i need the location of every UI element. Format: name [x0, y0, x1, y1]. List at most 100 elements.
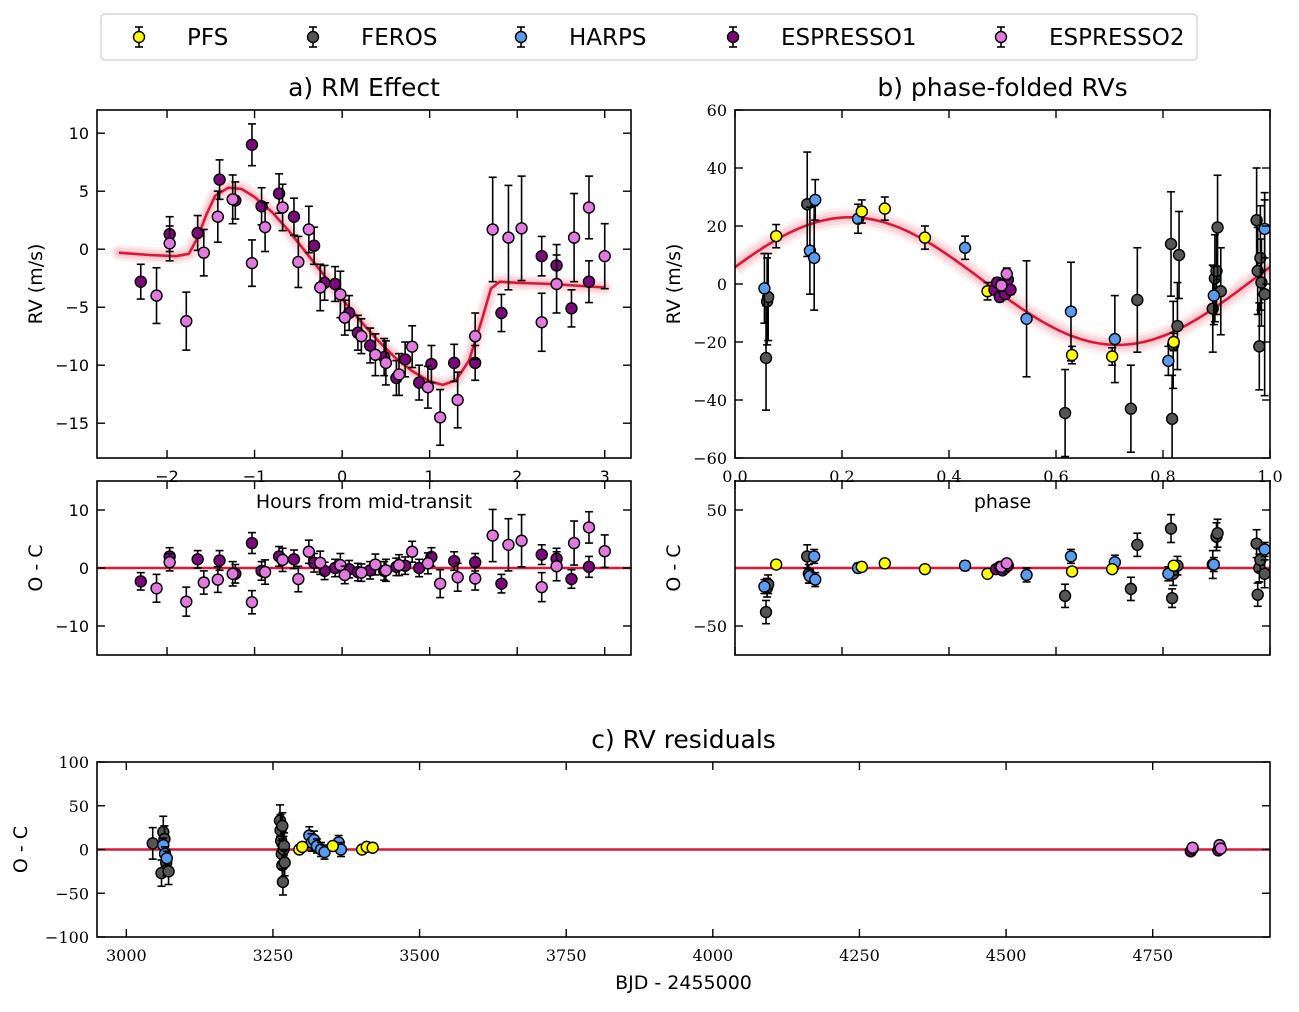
point-espresso2: [995, 278, 1008, 293]
marker-espresso2: [1000, 267, 1013, 281]
panel-rm_res: −10 0 10 O - C: [25, 480, 632, 656]
x-tick-label: 3: [600, 467, 610, 486]
marker-espresso2: [314, 556, 327, 569]
point-espresso2: [150, 573, 163, 604]
marker-feros: [1211, 527, 1224, 540]
point-harps: [1258, 541, 1270, 558]
point-harps: [958, 235, 972, 261]
marker-espresso1: [191, 553, 204, 566]
point-espresso2: [433, 388, 447, 447]
marker-espresso2: [1214, 842, 1227, 855]
y-tick-label: −10: [55, 356, 89, 375]
legend-entry-pfs: PFS: [132, 25, 228, 51]
point-harps: [160, 850, 173, 867]
marker-espresso2: [197, 246, 211, 259]
marker-espresso2: [314, 281, 327, 294]
marker-pfs: [855, 205, 868, 218]
point-espresso2: [150, 266, 163, 325]
y-tick-label: −5: [65, 298, 89, 317]
marker-espresso1: [134, 575, 147, 588]
y-axis-label: O - C: [10, 826, 32, 873]
point-pfs: [1065, 565, 1079, 578]
legend-entry-feros: FEROS: [306, 25, 437, 51]
point-espresso2: [338, 299, 351, 336]
marker-pfs: [855, 560, 868, 574]
point-espresso1: [213, 159, 226, 201]
series-espresso2: [150, 174, 611, 447]
point-pfs: [1167, 332, 1180, 352]
x-axis-label: phase: [974, 491, 1031, 513]
marker-espresso2: [276, 553, 289, 567]
point-espresso1: [245, 531, 259, 555]
point-pfs: [769, 558, 783, 571]
point-harps: [1064, 548, 1078, 565]
point-feros: [146, 826, 159, 860]
marker-pfs: [1167, 559, 1180, 572]
marker-feros: [1131, 293, 1144, 307]
point-feros: [759, 599, 773, 625]
marker-espresso2: [421, 381, 435, 394]
point-espresso2: [421, 365, 435, 409]
point-espresso2: [451, 562, 464, 593]
point-espresso2: [180, 586, 193, 617]
point-pfs: [1105, 346, 1119, 367]
legend-entry-espresso2: ESPRESSO2: [994, 25, 1184, 51]
marker-espresso2: [355, 566, 368, 579]
x-tick-label: 0: [337, 467, 347, 486]
marker-espresso2: [211, 573, 225, 586]
marker-espresso2: [502, 231, 515, 244]
point-espresso2: [302, 539, 316, 565]
series-espresso2: [995, 557, 1013, 574]
point-harps: [1020, 567, 1033, 583]
marker-espresso2: [405, 340, 419, 353]
marker-espresso2: [334, 288, 347, 301]
point-feros: [278, 848, 291, 877]
point-espresso2: [314, 263, 327, 312]
point-espresso2: [334, 270, 347, 319]
point-harps: [1020, 259, 1033, 378]
marker-harps: [809, 193, 822, 207]
point-espresso2: [379, 558, 393, 583]
series-pfs: [293, 839, 379, 856]
point-pfs: [918, 562, 932, 576]
point-espresso1: [495, 293, 508, 333]
marker-espresso2: [582, 201, 596, 214]
point-espresso1: [535, 543, 548, 566]
marker-pfs: [1065, 348, 1079, 362]
point-harps: [807, 204, 821, 311]
point-espresso2: [567, 520, 581, 566]
marker-espresso1: [565, 302, 578, 315]
marker-espresso1: [398, 353, 412, 366]
marker-harps: [1064, 550, 1078, 563]
marker-harps: [1258, 222, 1270, 236]
point-espresso2: [276, 183, 289, 232]
point-espresso2: [392, 352, 406, 397]
marker-pfs: [918, 562, 932, 576]
marker-espresso2: [1000, 557, 1013, 570]
marker-pfs: [878, 557, 891, 570]
marker-espresso1: [245, 138, 259, 152]
x-tick-label: 3500: [399, 946, 440, 965]
point-harps: [958, 559, 972, 572]
point-espresso2: [598, 222, 611, 290]
marker-espresso2: [550, 560, 563, 573]
point-espresso2: [468, 566, 482, 591]
marker-pfs: [769, 558, 783, 571]
point-espresso1: [287, 197, 301, 237]
marker-feros: [1211, 221, 1224, 234]
plot-area-phase_res: [735, 513, 1270, 625]
marker-espresso2: [338, 568, 351, 582]
marker-pfs: [296, 840, 309, 854]
marker-feros: [276, 819, 289, 833]
y-tick-label: 50: [69, 797, 89, 816]
legend: PFS FEROS HARPS ESPRESSO1: [100, 13, 1198, 61]
point-espresso1: [565, 288, 578, 328]
marker-espresso2: [502, 538, 515, 551]
x-tick-label: 3250: [253, 946, 294, 965]
point-espresso2: [598, 534, 611, 569]
marker-espresso2: [515, 222, 528, 235]
marker-espresso2: [421, 557, 435, 570]
point-feros: [1058, 583, 1072, 609]
marker-espresso2: [292, 572, 305, 586]
